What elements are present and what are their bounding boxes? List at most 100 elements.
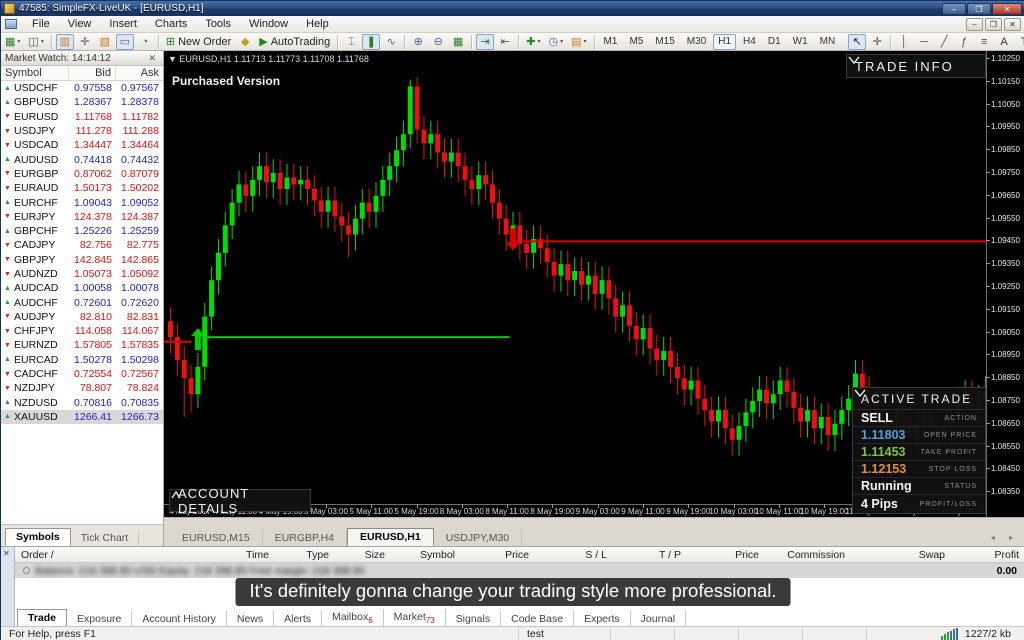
close-button[interactable]: ✕ (992, 2, 1022, 15)
symbol-row-audusd[interactable]: ▲ AUDUSD 0.74418 0.74432 (1, 152, 163, 166)
symbol-row-gbpjpy[interactable]: ▼ GBPJPY 142.845 142.865 (1, 253, 163, 267)
symbol-row-audnzd[interactable]: ▼ AUDNZD 1.05073 1.05092 (1, 267, 163, 281)
chart-shift-button[interactable]: ⇤ (496, 34, 514, 50)
symbol-row-audchf[interactable]: ▲ AUDCHF 0.72601 0.72620 (1, 295, 163, 309)
data-window-button[interactable]: ✛ (76, 34, 94, 50)
terminal-tab-code-base[interactable]: Code Base (501, 611, 575, 628)
timeframe-h1[interactable]: H1 (713, 33, 737, 50)
symbol-row-gbpchf[interactable]: ▲ GBPCHF 1.25226 1.25259 (1, 224, 163, 238)
timeframe-mn[interactable]: MN (819, 36, 836, 47)
symbol-row-eurjpy[interactable]: ▼ EURJPY 124.378 124.387 (1, 210, 163, 224)
terminal-tab-market[interactable]: Market73 (384, 609, 446, 628)
terminal-tab-journal[interactable]: Journal (631, 611, 687, 628)
symbol-row-audjpy[interactable]: ▼ AUDJPY 82.810 82.831 (1, 310, 163, 324)
menu-window[interactable]: Window (249, 18, 289, 30)
chart-tab-usdjpy-m30[interactable]: USDJPY,M30 (434, 530, 523, 546)
terminal-tab-exposure[interactable]: Exposure (67, 611, 133, 628)
symbol-row-euraud[interactable]: ▼ EURAUD 1.50173 1.50202 (1, 181, 163, 195)
zoom-in-button[interactable]: ⊕ (409, 34, 427, 50)
timeframe-m1[interactable]: M1 (603, 36, 618, 47)
column-bid[interactable]: Bid (69, 66, 116, 80)
terminal-column-order[interactable]: Order / (21, 548, 54, 561)
terminal-toggle-button[interactable]: ▭ (115, 33, 134, 50)
indicators-button[interactable]: ✚ ▾ (523, 34, 543, 50)
timeframe-w1[interactable]: W1 (792, 36, 808, 47)
symbol-row-eurchf[interactable]: ▲ EURCHF 1.09043 1.09052 (1, 195, 163, 209)
terminal-tab-account-history[interactable]: Account History (132, 611, 227, 628)
templates-button[interactable]: ▤ ▾ (568, 34, 589, 50)
menu-insert[interactable]: Insert (109, 18, 137, 30)
column-symbol[interactable]: Symbol (1, 66, 69, 80)
terminal-column-size[interactable]: Size (364, 548, 385, 561)
chevron-up-icon[interactable] (170, 490, 182, 500)
label-button[interactable]: T (1015, 34, 1024, 50)
mdi-close-button[interactable]: ✕ (1004, 17, 1021, 31)
new-order-button[interactable]: ⊞ New Order (163, 34, 234, 50)
fibonacci-button[interactable]: ƒ (955, 34, 973, 50)
trade-info-panel[interactable]: TRADE INFO (846, 54, 986, 78)
auto-scroll-button[interactable]: ⇥ (476, 33, 495, 50)
terminal-column-profit[interactable]: Profit (994, 548, 1019, 561)
chart-plot-area[interactable]: 4 May 20174 May 11:004 May 19:005 May 03… (164, 51, 1024, 517)
timeframe-m30[interactable]: M30 (686, 36, 707, 47)
timeframe-d1[interactable]: D1 (767, 36, 781, 47)
navigator-button[interactable]: ▧ (96, 34, 114, 50)
terminal-column-sl[interactable]: S / L (585, 548, 607, 561)
menu-charts[interactable]: Charts (154, 18, 188, 30)
strategy-tester-button[interactable]: ◔ (136, 34, 154, 50)
symbol-row-xauusd[interactable]: ▲ XAUUSD 1266.41 1266.73 (1, 409, 163, 425)
minimize-button[interactable]: – (942, 2, 966, 15)
text-button[interactable]: A (995, 34, 1013, 50)
menu-tools[interactable]: Tools (205, 18, 231, 30)
symbol-row-nzdjpy[interactable]: ▼ NZDJPY 78.807 78.824 (1, 381, 163, 395)
account-details-panel[interactable]: ACCOUNT DETAILS (169, 486, 311, 516)
symbol-row-nzdusd[interactable]: ▲ NZDUSD 0.70816 0.70835 (1, 396, 163, 410)
menu-view[interactable]: View (67, 18, 92, 30)
new-chart-button[interactable]: ▦ ▾ (2, 34, 23, 50)
timeframe-h4[interactable]: H4 (743, 36, 756, 47)
terminal-tab-trade[interactable]: Trade (17, 609, 68, 628)
crosshair-button[interactable]: ✛ (868, 34, 886, 50)
symbol-row-usdjpy[interactable]: ▼ USDJPY 111.278 111.288 (1, 124, 163, 138)
symbol-row-eurgbp[interactable]: ▼ EURGBP 0.87062 0.87079 (1, 167, 163, 181)
symbol-row-usdcad[interactable]: ▼ USDCAD 1.34447 1.34464 (1, 138, 163, 152)
mdi-minimize-button[interactable]: – (966, 17, 983, 31)
periods-button[interactable]: ◷ ▾ (545, 34, 566, 50)
symbol-row-eurnzd[interactable]: ▼ EURNZD 1.57805 1.57835 (1, 338, 163, 352)
terminal-column-price[interactable]: Price (505, 548, 529, 561)
market-watch-close-icon[interactable]: ✕ (148, 52, 156, 63)
channel-button[interactable]: ≡ (975, 34, 993, 50)
market-watch-tab-symbols[interactable]: Symbols (5, 528, 71, 546)
bar-chart-mode-button[interactable]: ⌶ (342, 34, 360, 50)
symbol-row-cadjpy[interactable]: ▼ CADJPY 82.756 82.775 (1, 238, 163, 252)
symbol-row-gbpusd[interactable]: ▲ GBPUSD 1.28367 1.28378 (1, 95, 163, 109)
timeframe-m5[interactable]: M5 (629, 36, 644, 47)
symbol-row-cadchf[interactable]: ▼ CADCHF 0.72554 0.72567 (1, 367, 163, 381)
chart-tab-eurgbp-h4[interactable]: EURGBP,H4 (263, 530, 348, 546)
symbol-row-chfjpy[interactable]: ▼ CHFJPY 114.058 114.067 (1, 324, 163, 338)
chevron-down-icon[interactable] (847, 55, 861, 65)
terminal-column-swap[interactable]: Swap (918, 548, 945, 561)
market-watch-tab-tick-chart[interactable]: Tick Chart (71, 530, 140, 546)
chevron-down-icon[interactable] (853, 388, 867, 398)
symbol-row-audcad[interactable]: ▲ AUDCAD 1.00058 1.00078 (1, 281, 163, 295)
maximize-button[interactable]: ❐ (967, 2, 991, 15)
mdi-restore-button[interactable]: ❐ (985, 17, 1002, 31)
terminal-tab-alerts[interactable]: Alerts (274, 611, 323, 628)
terminal-column-commission[interactable]: Commission (787, 548, 845, 561)
symbol-row-usdchf[interactable]: ▲ USDCHF 0.97558 0.97567 (1, 81, 163, 95)
tab-scroll-arrows[interactable]: ◂ ▸ (990, 533, 1019, 542)
terminal-column-price[interactable]: Price (735, 548, 759, 561)
menu-help[interactable]: Help (306, 18, 329, 30)
symbol-row-eurcad[interactable]: ▲ EURCAD 1.50278 1.50298 (1, 353, 163, 367)
metaeditor-button[interactable]: ◆ (236, 34, 254, 50)
timeframe-m15[interactable]: M15 (655, 36, 675, 47)
profiles-button[interactable]: ◫ ▾ (25, 34, 46, 50)
menu-file[interactable]: File (32, 18, 50, 30)
autotrading-button[interactable]: ▶ AutoTrading (256, 34, 333, 50)
terminal-column-symbol[interactable]: Symbol (419, 548, 455, 561)
terminal-tab-signals[interactable]: Signals (446, 611, 502, 628)
terminal-tab-mailbox[interactable]: Mailbox6 (322, 609, 384, 628)
chart-tab-eurusd-m15[interactable]: EURUSD,M15 (170, 530, 263, 546)
line-chart-mode-button[interactable]: ∿ (382, 34, 400, 50)
